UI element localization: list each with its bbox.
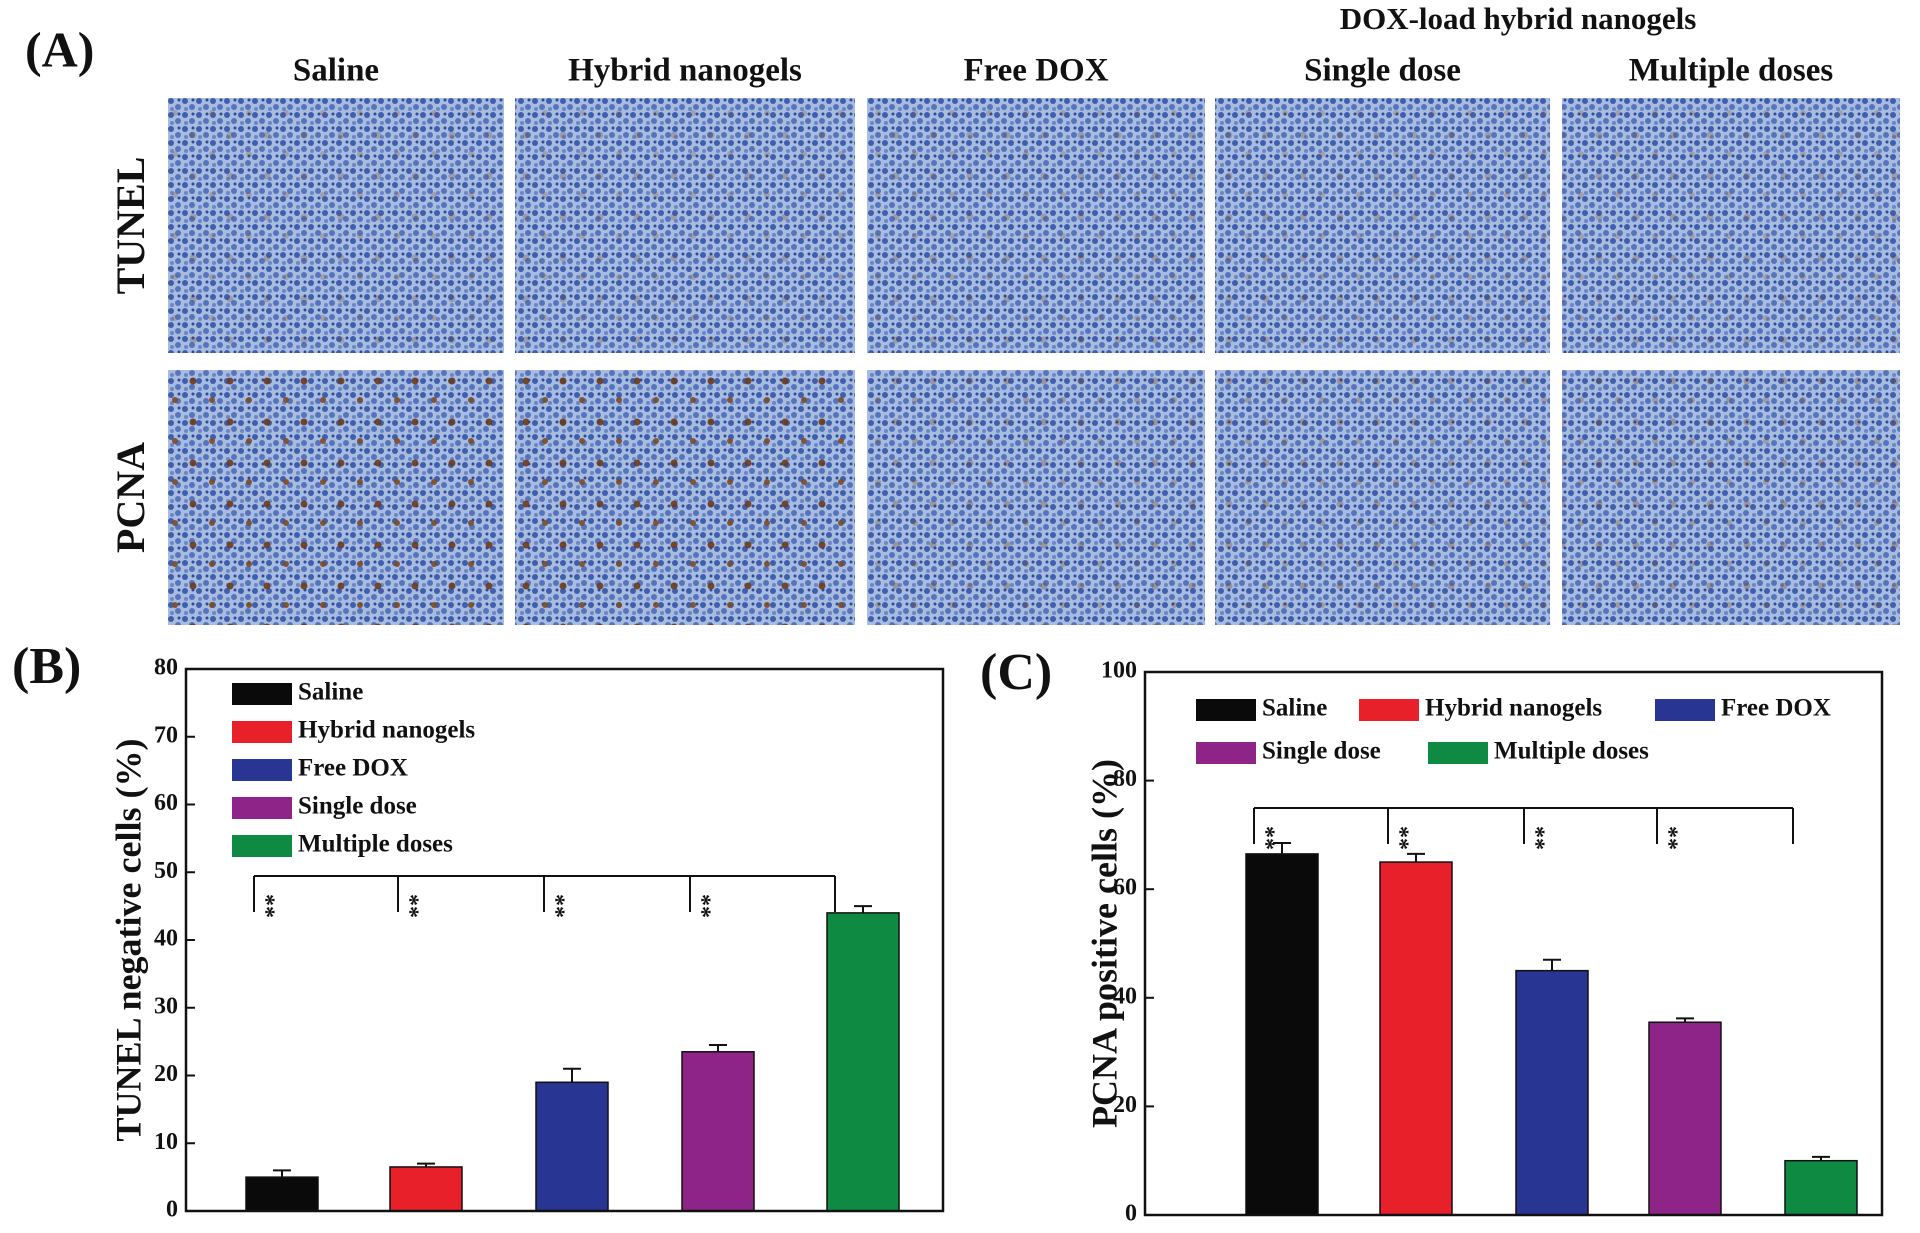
significance-mark: ** (252, 894, 278, 918)
y-tick-label: 0 (1125, 1201, 1137, 1227)
error-bar (563, 1067, 581, 1083)
legend-swatch (1655, 699, 1715, 721)
significance-mark: ** (1386, 826, 1412, 850)
y-tick-label: 80 (154, 655, 178, 681)
error-bar (1543, 958, 1561, 971)
plot-frame (1143, 670, 1884, 1217)
column-title: Free DOX (963, 53, 1108, 89)
legend-swatch (1428, 742, 1488, 764)
legend-swatch (1359, 699, 1419, 721)
significance-mark: ** (542, 894, 568, 918)
error-bar (273, 1169, 291, 1178)
stain-overlay (867, 370, 1205, 625)
bar (681, 1051, 755, 1212)
plot-frame (184, 667, 945, 1213)
y-tick-label: 10 (154, 1129, 178, 1155)
column-title: Multiple doses (1629, 53, 1834, 89)
significance-bracket (1253, 807, 1794, 844)
y-tick-label: 20 (1113, 1092, 1137, 1118)
legend-swatch (232, 835, 292, 857)
y-tick-label: 0 (166, 1197, 178, 1223)
bar (1379, 861, 1453, 1216)
stain-overlay (1562, 370, 1900, 625)
panel-label: (A) (25, 21, 94, 77)
error-bar (1812, 1155, 1830, 1161)
y-tick-label: 30 (154, 993, 178, 1019)
stain-overlay (515, 98, 855, 353)
error-bar (1407, 852, 1425, 863)
column-title: Hybrid nanogels (568, 53, 802, 89)
panel-label: (C) (980, 644, 1052, 701)
y-axis-label: PCNA positive cells (%) (1084, 759, 1124, 1128)
legend-swatch (232, 721, 292, 743)
legend-label: Multiple doses (298, 831, 453, 858)
error-bar (417, 1162, 435, 1167)
legend-label: Multiple doses (1494, 738, 1649, 765)
significance-mark: ** (1252, 826, 1278, 850)
y-tick-label: 40 (154, 926, 178, 952)
stain-overlay (515, 370, 855, 625)
stain-overlay (168, 370, 504, 625)
column-title: Saline (293, 53, 379, 89)
y-tick-label: 80 (1113, 766, 1137, 792)
legend-swatch (1196, 742, 1256, 764)
bar (826, 912, 900, 1212)
legend-label: Free DOX (298, 755, 408, 782)
legend-label: Saline (1262, 695, 1327, 722)
error-bar (709, 1044, 727, 1052)
significance-mark: ** (1522, 826, 1548, 850)
y-tick-label: 20 (154, 1061, 178, 1087)
significance-mark: ** (396, 894, 422, 918)
significance-mark: ** (1655, 826, 1681, 850)
bar (1648, 1021, 1722, 1216)
row-label: TUNEL (108, 157, 153, 295)
significance-mark: ** (688, 894, 714, 918)
group-title: DOX-load hybrid nanogels (1340, 1, 1697, 36)
stain-overlay (1562, 98, 1900, 353)
legend-swatch (232, 797, 292, 819)
bar (245, 1176, 319, 1212)
stain-overlay (1215, 98, 1550, 353)
bar (1784, 1159, 1858, 1216)
bar (1245, 853, 1319, 1216)
legend-swatch (232, 759, 292, 781)
stain-overlay (168, 98, 504, 353)
row-label: PCNA (108, 442, 153, 553)
legend-label: Hybrid nanogels (298, 717, 475, 744)
y-tick-label: 60 (1113, 875, 1137, 901)
legend-label: Single dose (1262, 738, 1381, 765)
bar (389, 1166, 463, 1212)
significance-bracket (253, 875, 836, 912)
y-tick-label: 70 (154, 722, 178, 748)
panel-label: (B) (12, 638, 81, 695)
legend-label: Hybrid nanogels (1425, 695, 1602, 722)
error-bar (854, 905, 872, 913)
error-bar (1676, 1017, 1694, 1023)
bar (1515, 969, 1589, 1216)
legend-label: Free DOX (1721, 695, 1831, 722)
bar (535, 1081, 609, 1212)
error-bar (1273, 842, 1291, 854)
y-tick-label: 40 (1113, 983, 1137, 1009)
stain-overlay (1215, 370, 1550, 625)
legend-label: Single dose (298, 793, 417, 820)
y-tick-label: 60 (154, 790, 178, 816)
column-title: Single dose (1304, 53, 1461, 89)
stain-overlay (867, 98, 1205, 353)
y-tick-label: 100 (1101, 658, 1137, 684)
y-axis-label: TUNEL negative cells (%) (108, 739, 148, 1142)
legend-swatch (232, 683, 292, 705)
legend-swatch (1196, 699, 1256, 721)
y-tick-label: 50 (154, 858, 178, 884)
legend-label: Saline (298, 679, 363, 706)
